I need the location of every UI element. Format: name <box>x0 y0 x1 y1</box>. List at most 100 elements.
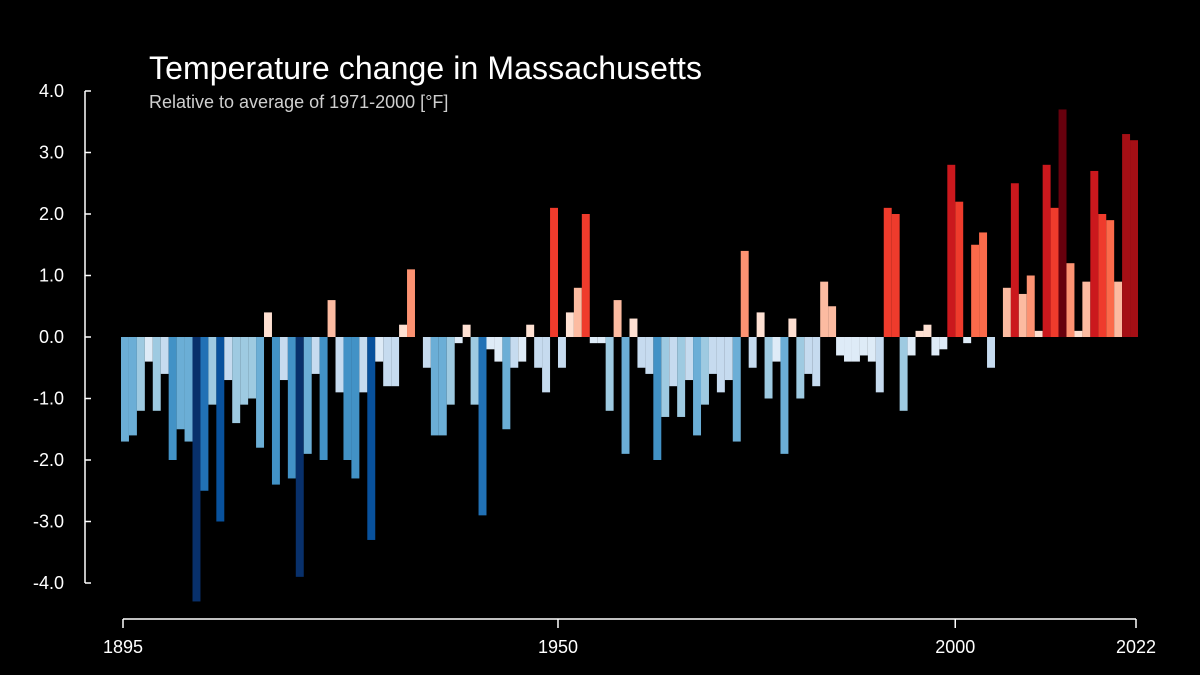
bar-1937 <box>454 337 463 344</box>
bar-1963 <box>661 337 670 417</box>
bar-1904 <box>192 337 201 602</box>
bar-1955 <box>597 337 606 344</box>
bar-1915 <box>279 337 288 381</box>
bar-1949 <box>550 207 558 337</box>
bar-1997 <box>931 337 940 356</box>
bar-1952 <box>573 287 582 337</box>
bar-1906 <box>208 337 217 405</box>
bar-1974 <box>748 337 757 368</box>
bar-1935 <box>438 337 447 436</box>
bar-1924 <box>351 337 360 479</box>
bar-1913 <box>264 312 272 337</box>
bar-1989 <box>867 337 876 362</box>
bar-1901 <box>168 337 177 460</box>
bar-2015 <box>1074 330 1083 337</box>
x-tick-label: 2022 <box>1116 637 1156 657</box>
bar-1942 <box>494 337 503 362</box>
bar-1984 <box>828 306 837 337</box>
bar-1970 <box>716 337 725 393</box>
bar-1946 <box>526 324 535 337</box>
y-tick-label: 1.0 <box>39 266 64 286</box>
bar-1962 <box>653 337 662 460</box>
bar-1961 <box>645 337 654 374</box>
bar-1987 <box>851 337 860 362</box>
bar-1986 <box>844 337 852 362</box>
bar-1983 <box>820 281 829 337</box>
bar-1917 <box>295 337 304 577</box>
bar-1973 <box>740 250 749 337</box>
bar-1966 <box>685 337 694 381</box>
chart-title: Temperature change in Massachusetts <box>149 50 703 86</box>
bar-2003 <box>979 232 988 337</box>
bar-1953 <box>581 214 590 337</box>
bar-1977 <box>772 337 781 362</box>
bar-1965 <box>677 337 686 417</box>
bar-1907 <box>216 337 225 522</box>
bar-2019 <box>1106 220 1115 337</box>
bar-1978 <box>780 337 789 454</box>
bar-2013 <box>1058 109 1067 337</box>
bar-1941 <box>486 337 495 350</box>
bar-1928 <box>383 337 392 387</box>
bar-1958 <box>621 337 630 454</box>
bar-2010 <box>1034 330 1043 337</box>
y-tick-label: 3.0 <box>39 143 64 163</box>
bar-1912 <box>256 337 265 448</box>
bar-1956 <box>605 337 614 411</box>
y-tick-label: -3.0 <box>33 512 64 532</box>
bar-1896 <box>128 337 137 436</box>
bar-2007 <box>1010 183 1019 337</box>
bar-1897 <box>136 337 145 411</box>
bar-1934 <box>430 337 439 436</box>
bar-1967 <box>693 337 702 436</box>
bar-1895 <box>121 337 129 442</box>
bar-1975 <box>756 312 765 337</box>
bar-1910 <box>240 337 249 405</box>
bar-1927 <box>375 337 384 362</box>
y-tick-label: -4.0 <box>33 573 64 593</box>
bar-1925 <box>359 337 368 393</box>
bar-1902 <box>176 337 185 430</box>
y-tick-label: 4.0 <box>39 81 64 101</box>
bar-1951 <box>565 312 574 337</box>
chart-subtitle: Relative to average of 1971-2000 [°F] <box>149 92 449 112</box>
bar-1980 <box>796 337 805 399</box>
bar-1999 <box>947 164 956 337</box>
bar-2017 <box>1090 170 1099 337</box>
bar-1947 <box>534 337 543 368</box>
bar-1903 <box>184 337 193 442</box>
bar-1929 <box>391 337 400 387</box>
bar-2004 <box>987 337 995 368</box>
bar-1916 <box>287 337 296 479</box>
bar-2021 <box>1122 134 1131 337</box>
bar-1933 <box>422 337 431 368</box>
bar-1993 <box>899 337 908 411</box>
bar-1972 <box>732 337 741 442</box>
bar-1919 <box>311 337 320 374</box>
bar-1905 <box>200 337 209 491</box>
bar-1996 <box>923 324 932 337</box>
bar-1900 <box>160 337 169 374</box>
bar-1991 <box>883 207 892 337</box>
y-tick-label: -2.0 <box>33 450 64 470</box>
bar-1948 <box>542 337 551 393</box>
bar-1930 <box>399 324 408 337</box>
bar-1926 <box>367 337 376 540</box>
bar-1985 <box>836 337 845 356</box>
bar-2012 <box>1050 207 1059 337</box>
bar-1899 <box>152 337 161 411</box>
bar-1981 <box>804 337 813 374</box>
bar-1988 <box>859 337 868 356</box>
x-axis: 1895 1950 2000 2022 <box>103 618 1156 657</box>
bar-1922 <box>335 337 344 393</box>
bar-1940 <box>478 337 487 516</box>
bar-1944 <box>510 337 519 368</box>
y-tick-label: 0.0 <box>39 327 64 347</box>
bar-1995 <box>915 330 924 337</box>
bar-2014 <box>1066 263 1075 337</box>
bar-1968 <box>701 337 709 405</box>
bar-1936 <box>446 337 455 405</box>
bar-1898 <box>144 337 153 362</box>
bar-2011 <box>1042 164 1051 337</box>
